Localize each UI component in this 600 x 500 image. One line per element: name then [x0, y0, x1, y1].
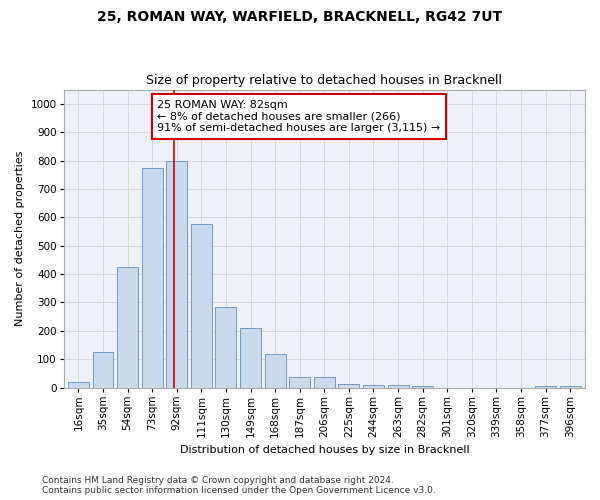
Bar	[289, 377, 310, 388]
Text: 25, ROMAN WAY, WARFIELD, BRACKNELL, RG42 7UT: 25, ROMAN WAY, WARFIELD, BRACKNELL, RG42…	[97, 10, 503, 24]
Bar	[388, 386, 409, 388]
Bar	[412, 386, 433, 388]
Bar	[363, 385, 384, 388]
Text: 25 ROMAN WAY: 82sqm
← 8% of detached houses are smaller (266)
91% of semi-detach: 25 ROMAN WAY: 82sqm ← 8% of detached hou…	[157, 100, 441, 133]
X-axis label: Distribution of detached houses by size in Bracknell: Distribution of detached houses by size …	[179, 445, 469, 455]
Bar	[338, 384, 359, 388]
Bar	[215, 306, 236, 388]
Bar	[142, 168, 163, 388]
Y-axis label: Number of detached properties: Number of detached properties	[15, 151, 25, 326]
Bar	[240, 328, 261, 388]
Bar	[117, 267, 138, 388]
Bar	[560, 386, 581, 388]
Bar	[166, 160, 187, 388]
Bar	[68, 382, 89, 388]
Bar	[191, 224, 212, 388]
Text: Contains HM Land Registry data © Crown copyright and database right 2024.
Contai: Contains HM Land Registry data © Crown c…	[42, 476, 436, 495]
Title: Size of property relative to detached houses in Bracknell: Size of property relative to detached ho…	[146, 74, 502, 87]
Bar	[314, 377, 335, 388]
Bar	[265, 354, 286, 388]
Bar	[92, 352, 113, 388]
Bar	[535, 386, 556, 388]
